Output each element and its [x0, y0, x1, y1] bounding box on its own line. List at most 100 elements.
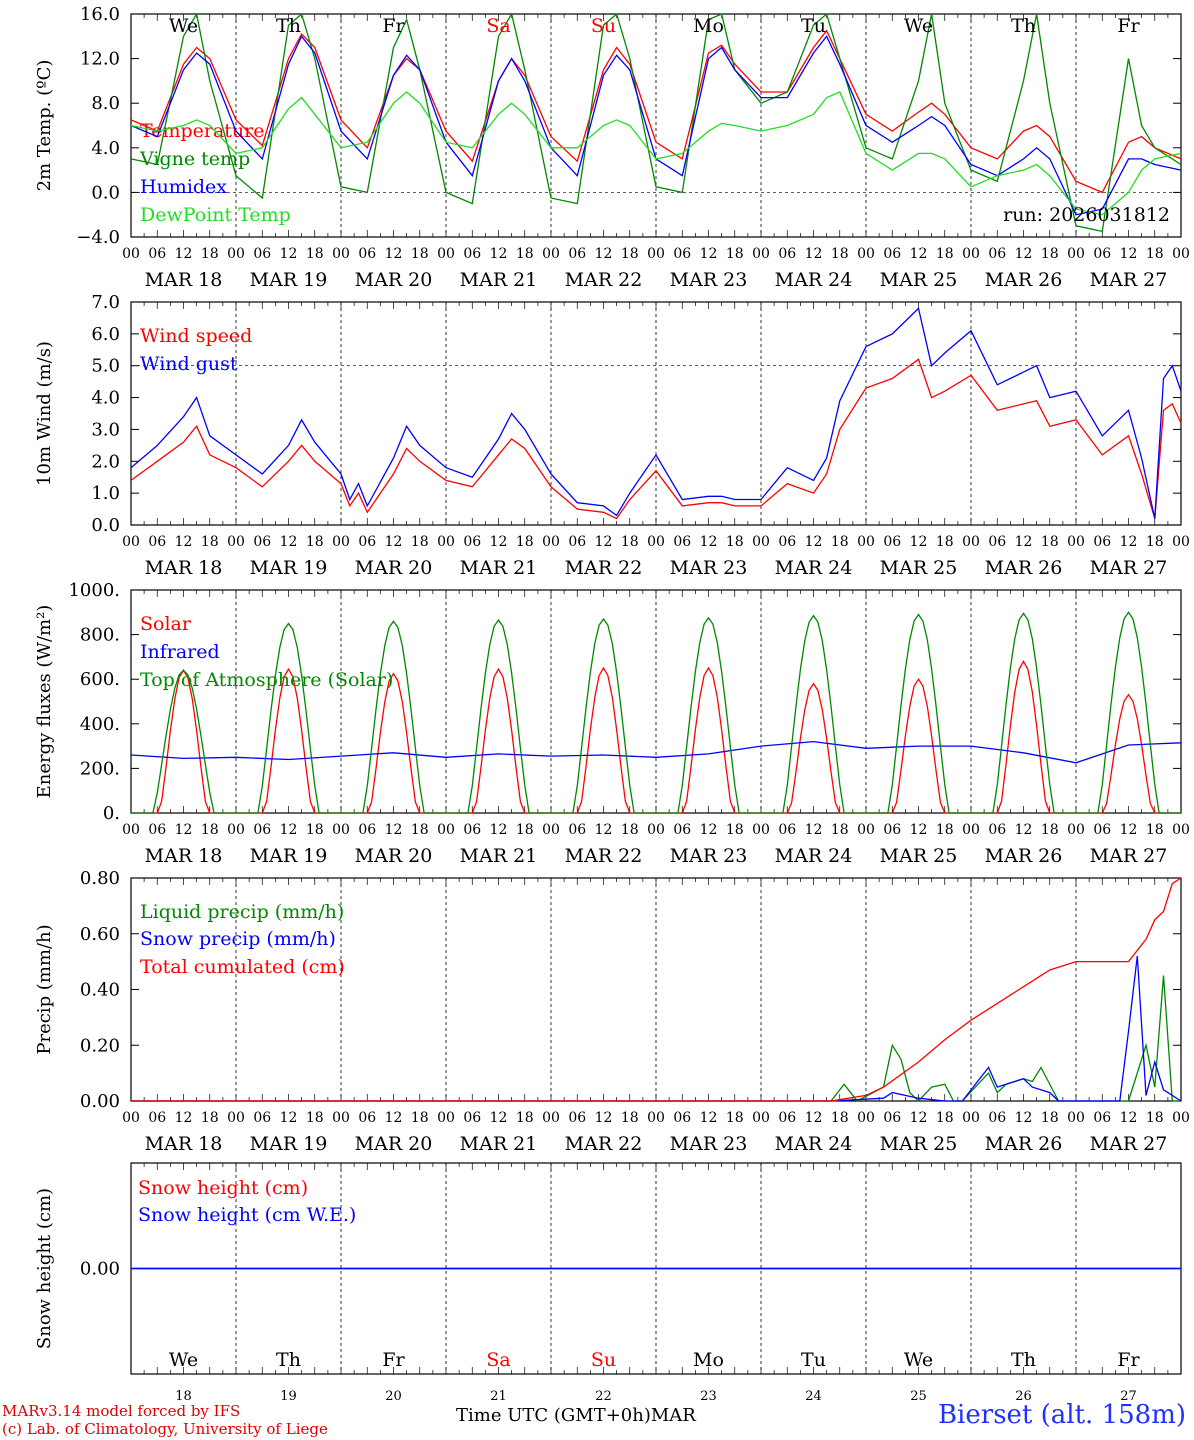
day-number: 19 — [280, 1389, 297, 1404]
hour-label: 00 — [437, 534, 455, 550]
hour-label: 06 — [778, 822, 796, 838]
weekday-label: We — [169, 1349, 198, 1371]
y-axis-label: Precip (mm/h) — [34, 924, 55, 1054]
date-label: MAR 18 — [145, 557, 223, 579]
x-axis-month: MAR — [650, 1405, 696, 1426]
weekday-label: Th — [1011, 1349, 1036, 1371]
day-number: 24 — [805, 1389, 822, 1404]
weekday-label: Fr — [1117, 1349, 1140, 1371]
hour-label: 12 — [700, 246, 718, 262]
hour-label: 00 — [752, 822, 770, 838]
hour-label: 06 — [463, 822, 481, 838]
hour-label: 00 — [332, 534, 350, 550]
hour-label: 00 — [1172, 534, 1190, 550]
panel-5: 0.00 Snow height (cm) Snow height (cm) Snow… — [34, 1162, 1182, 1375]
y-tick-label: 0.00 — [80, 1259, 120, 1280]
hour-label: 12 — [280, 822, 298, 838]
legend-entry: Vigne temp — [139, 148, 250, 170]
hour-label: 12 — [910, 534, 928, 550]
hour-label: 18 — [936, 822, 954, 838]
hour-label: 06 — [988, 822, 1006, 838]
hour-label: 06 — [988, 1110, 1006, 1126]
hour-label: 06 — [1093, 1110, 1111, 1126]
hour-label: 00 — [962, 246, 980, 262]
hour-label: 06 — [778, 246, 796, 262]
hour-label: 06 — [1093, 246, 1111, 262]
weekday-label: Fr — [1117, 15, 1140, 37]
legend-entry: Snow height (cm W.E.) — [138, 1204, 356, 1226]
weekday-label: Tu — [801, 1349, 826, 1371]
hour-label: 00 — [962, 822, 980, 838]
weekday-label: Su — [591, 15, 616, 37]
weekday-label: Fr — [382, 1349, 405, 1371]
y-tick-label: 2.0 — [91, 451, 120, 472]
hour-label: 00 — [437, 246, 455, 262]
weekday-label: Sa — [486, 1349, 510, 1371]
hour-label: 12 — [910, 1110, 928, 1126]
date-label: MAR 27 — [1090, 1133, 1168, 1155]
date-label: MAR 23 — [670, 269, 748, 291]
hour-label: 18 — [726, 246, 744, 262]
hour-label: 00 — [227, 246, 245, 262]
y-tick-label: 4.0 — [91, 138, 120, 159]
hour-label: 18 — [726, 1110, 744, 1126]
hour-label: 06 — [568, 822, 586, 838]
hour-label: 06 — [673, 822, 691, 838]
hour-label: 18 — [831, 246, 849, 262]
hour-label: 00 — [227, 534, 245, 550]
legend-entry: DewPoint Temp — [140, 204, 291, 226]
hour-label: 00 — [122, 1110, 140, 1126]
hour-label: 12 — [910, 822, 928, 838]
hour-label: 18 — [411, 246, 429, 262]
day-number: 27 — [1120, 1389, 1137, 1404]
hour-label: 18 — [621, 246, 639, 262]
weekday-label: Th — [1011, 15, 1036, 37]
date-label: MAR 27 — [1090, 557, 1168, 579]
hour-label: 18 — [621, 534, 639, 550]
hour-label: 18 — [516, 1110, 534, 1126]
hour-label: 12 — [175, 822, 193, 838]
hour-label: 00 — [332, 822, 350, 838]
hour-label: 12 — [595, 246, 613, 262]
series-line — [130, 12, 1182, 233]
y-tick-label: 0.80 — [80, 868, 120, 889]
hour-label: 12 — [1015, 1110, 1033, 1126]
y-tick-label: 400. — [80, 714, 120, 735]
panel-4: 0.80 0.60 0.40 0.20 0.00 Precip (mm/h) Liquid … — [34, 868, 1190, 1155]
lab-credit: (c) Lab. of Climatology, University of L… — [2, 1420, 328, 1438]
y-axis-label: Energy fluxes (W/m²) — [34, 605, 55, 799]
date-label: MAR 18 — [145, 269, 223, 291]
hour-label: 18 — [306, 246, 324, 262]
date-label: MAR 26 — [985, 269, 1063, 291]
hour-label: 18 — [411, 1110, 429, 1126]
legend-entry: Snow height (cm) — [138, 1177, 308, 1199]
date-label: MAR 23 — [670, 557, 748, 579]
hour-label: 18 — [1041, 246, 1059, 262]
weekday-label: We — [169, 15, 198, 37]
hour-label: 12 — [175, 534, 193, 550]
hour-label: 18 — [831, 822, 849, 838]
hour-label: 00 — [857, 534, 875, 550]
hour-label: 12 — [385, 822, 403, 838]
hour-label: 18 — [726, 534, 744, 550]
hour-label: 18 — [936, 246, 954, 262]
weekday-label: Mo — [693, 1349, 724, 1371]
hour-label: 12 — [175, 246, 193, 262]
y-tick-label: 0.40 — [80, 980, 120, 1001]
hour-label: 18 — [936, 534, 954, 550]
legend-entry: Snow precip (mm/h) — [140, 928, 336, 950]
y-tick-label: 600. — [80, 669, 120, 690]
date-label: MAR 19 — [250, 1133, 328, 1155]
hour-label: 06 — [883, 1110, 901, 1126]
hour-label: 12 — [805, 1110, 823, 1126]
date-label: MAR 22 — [565, 557, 643, 579]
hour-label: 12 — [280, 534, 298, 550]
hour-label: 12 — [1015, 246, 1033, 262]
hour-label: 00 — [962, 534, 980, 550]
date-label: MAR 18 — [145, 845, 223, 867]
date-label: MAR 23 — [670, 845, 748, 867]
y-tick-label: 3.0 — [91, 419, 120, 440]
hour-label: 06 — [673, 534, 691, 550]
hour-label: 18 — [1041, 534, 1059, 550]
hour-label: 00 — [647, 534, 665, 550]
